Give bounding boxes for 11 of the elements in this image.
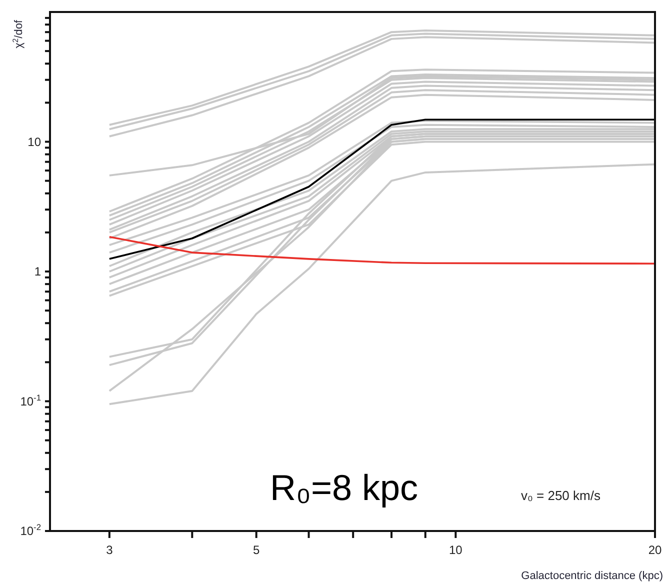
annotation: R₀=8 kpc [270, 467, 418, 508]
y-tick-label: 10 [28, 134, 42, 149]
annotation: v₀ = 250 km/s [521, 488, 601, 503]
x-tick-label: 3 [106, 543, 114, 557]
y-tick-label: 1 [34, 264, 42, 278]
x-tick-label: 20 [648, 543, 662, 557]
y-tick-label: 10$^{-1}$ [20, 392, 42, 408]
x-tick-label: 10 [448, 543, 463, 557]
x-axis-title: Galactocentric distance (kpc) [521, 570, 663, 582]
y-tick-label: 10$^{-2}$ [20, 522, 42, 538]
x-tick-label: 5 [252, 543, 260, 557]
